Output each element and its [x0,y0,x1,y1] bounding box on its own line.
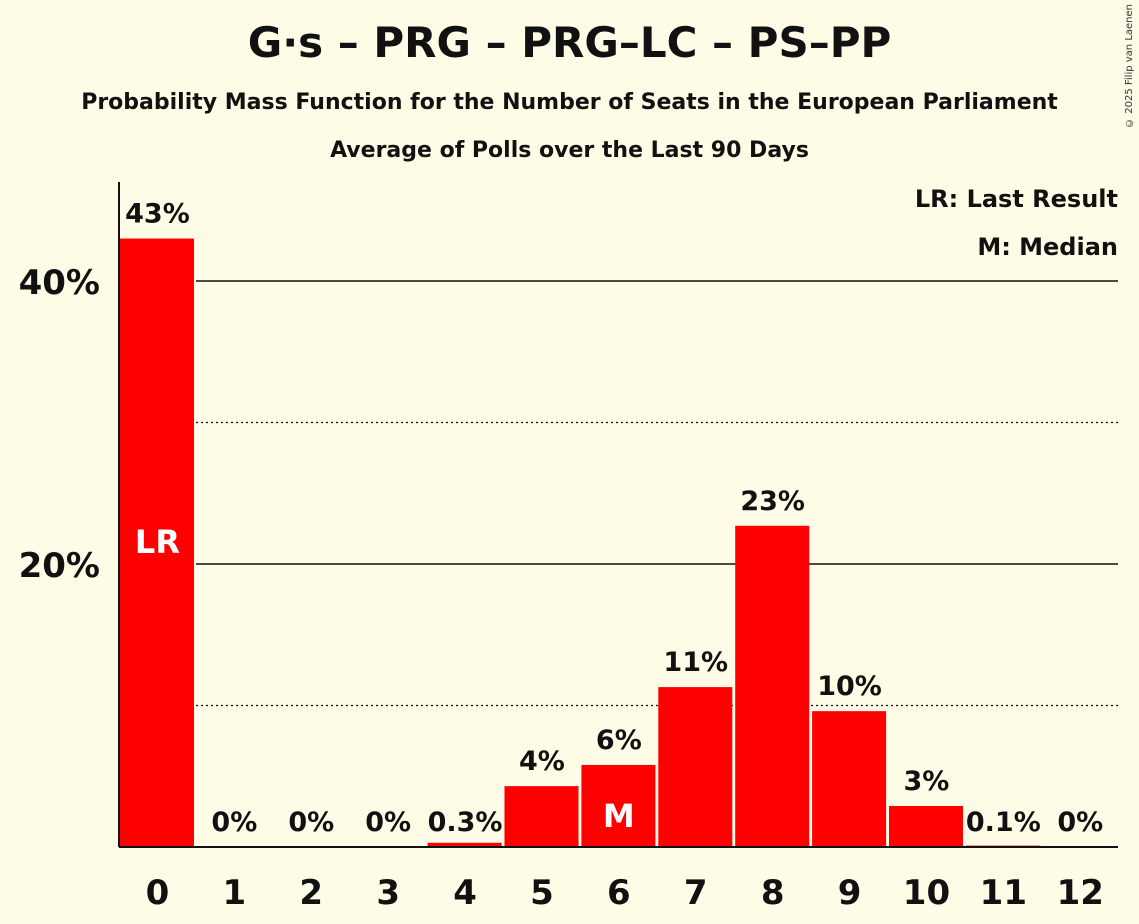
data-label: 0.3% [428,807,503,838]
chart-title: G·s – PRG – PRG–LC – PS–PP [247,18,892,67]
y-tick-label: 20% [19,546,100,586]
bar [427,842,502,847]
bar [120,238,194,848]
data-label: 0% [288,807,334,838]
data-label: 0% [211,807,257,838]
legend-last-result: LR: Last Result [914,185,1118,213]
data-label: 43% [125,199,190,230]
x-tick-label: 2 [299,873,323,913]
x-tick-label: 8 [761,873,785,913]
data-label: 4% [519,746,565,777]
last-result-marker: LR [135,523,180,561]
legend-median: M: Median [977,233,1118,261]
x-tick-label: 10 [903,873,950,913]
data-label: 6% [596,725,642,756]
bar [735,525,810,847]
data-label: 10% [817,671,882,702]
x-tick-label: 4 [453,873,477,913]
chart-subtitle: Probability Mass Function for the Number… [81,90,1058,115]
bar [889,805,963,847]
bar [504,786,579,847]
x-tick-label: 0 [146,873,170,913]
bar [658,687,733,847]
x-tick-label: 6 [607,873,631,913]
x-tick-label: 7 [684,873,708,913]
bar [581,764,656,847]
data-label: 0% [365,807,411,838]
chart-subtitle-period: Average of Polls over the Last 90 Days [330,138,809,163]
data-label: 23% [740,486,805,517]
x-tick-label: 11 [980,873,1027,913]
data-label: 11% [663,647,728,678]
median-marker: M [603,797,635,835]
x-tick-label: 3 [376,873,400,913]
x-tick-label: 9 [838,873,862,913]
data-label: 0.1% [966,807,1041,838]
x-tick-label: 12 [1057,873,1104,913]
x-tick-label: 5 [530,873,554,913]
data-label: 3% [904,766,950,797]
y-tick-label: 40% [19,263,100,303]
x-tick-label: 1 [223,873,247,913]
data-label: 0% [1057,807,1103,838]
bar [812,711,887,847]
